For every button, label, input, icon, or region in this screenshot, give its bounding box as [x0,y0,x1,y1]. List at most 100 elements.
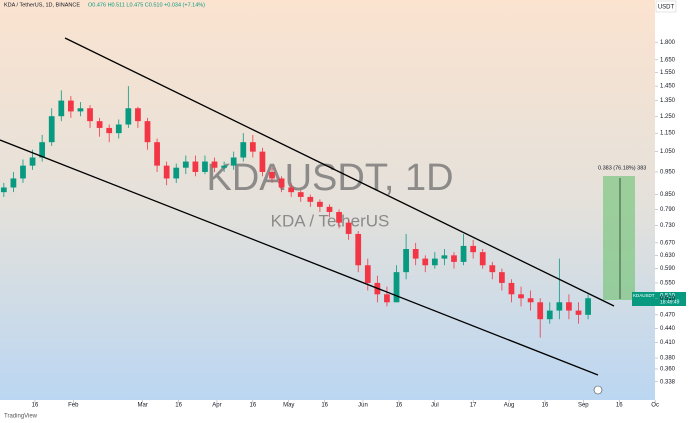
candle-body [364,265,371,283]
y-tick-label: 0.440 [660,326,676,332]
candle-body [230,157,237,166]
y-tick-label: 0.360 [660,367,676,373]
symbol-line: KDA / TetherUS, 1D, BINANCE [4,2,80,8]
candle-body [317,201,323,207]
candle-body [182,161,189,168]
y-tick-label: 0.590 [660,266,676,272]
candle-body [144,121,151,143]
y-tick-label: 1.550 [660,70,676,76]
candle-body [10,178,17,188]
y-tick-label: 0.510 [660,296,676,302]
price-axis [655,0,690,423]
plot-background [0,0,655,410]
x-tick-label: Apr [212,403,221,409]
y-tick-label: 0.470 [660,312,676,318]
brand: TradingView [4,414,38,420]
candle-body [29,157,36,166]
candle-body [355,233,362,266]
x-tick-label: Aug [504,403,515,409]
candle-body [48,116,55,143]
y-tick-label: 1.250 [660,114,676,120]
candle-body [384,294,390,303]
candle-body [518,294,524,299]
candle-body [546,310,553,320]
candle-body [441,255,448,259]
candle-body [259,151,266,172]
price-tag [656,292,686,306]
candle-body [96,121,103,128]
candle-body [585,298,591,315]
y-tick-label: 0.950 [660,170,676,176]
candle-body [489,265,496,273]
y-tick-label: 1.800 [660,40,676,46]
target-label: 0.383 (76.18%) 383 [598,165,646,171]
event-marker[interactable] [593,385,603,395]
candle-body [106,127,113,134]
x-tick-label: Feb [68,403,79,409]
time-axis [0,400,655,423]
ohlc-line: O0.476 H0.511 L0.475 C0.510 +0.034 (+7.1… [88,2,205,8]
candle-body [345,222,352,234]
candle-body [393,272,400,303]
x-tick-label: 16 [175,403,182,409]
x-tick-label: Jun [358,403,368,409]
currency: USDT [658,5,675,11]
watermark-title: KDAUSDT, 1D [206,157,453,199]
candle-body [422,258,429,266]
candle-body [68,100,74,112]
candle-body [537,302,544,320]
y-tick-label: 0.790 [660,207,676,213]
price-timer: 18:49:49 [660,299,680,305]
trend-line [64,37,615,307]
candle-body [154,142,160,166]
x-tick-label: May [283,403,294,409]
y-tick-label: 0.670 [660,240,676,246]
candle-body [451,255,457,262]
y-tick-label: 0.338 [660,379,676,385]
trend-line [0,139,599,376]
x-tick-label: Sep [578,403,589,409]
x-tick-label: 17 [470,403,477,409]
price-value: 0.510 [660,294,676,300]
y-tick-label: 1.350 [660,98,676,104]
candle-body [202,161,208,172]
candle-body [527,298,534,303]
candle-body [508,282,515,295]
y-tick-label: 0.630 [660,253,676,259]
x-tick-label: 16 [32,403,39,409]
candle-body [163,165,170,179]
x-tick-label: 16 [250,403,257,409]
target-box [603,176,635,300]
x-tick-label: Oc [651,403,659,409]
y-tick-label: 0.730 [660,223,676,229]
candle-body [499,272,505,283]
y-tick-label: 1.050 [660,149,676,155]
candle-body [479,252,486,266]
candle-body [460,245,467,262]
candle-body [240,142,247,158]
candle-body [211,161,218,168]
candle-body [556,302,563,311]
candle-body [173,167,180,179]
x-tick-label: 16 [321,403,328,409]
candle-body [115,124,122,134]
candle-body [575,310,582,315]
candle-body [221,165,227,168]
candle-body [307,196,314,202]
candle-body [0,187,7,193]
candle-body [412,249,419,259]
candle-body [39,142,46,158]
currency-box[interactable] [655,0,677,13]
candle-body [192,161,199,172]
x-tick-label: Mar [138,403,148,409]
candle-body [470,245,477,253]
y-tick-label: 1.450 [660,84,676,90]
candle-body [20,165,26,179]
y-tick-label: 1.650 [660,57,676,63]
x-tick-label: 16 [396,403,403,409]
x-tick-label: 16 [616,403,623,409]
y-tick-label: 0.850 [660,192,676,198]
candle-body [288,187,295,193]
watermark-subtitle: KDA / TetherUS [271,211,390,230]
